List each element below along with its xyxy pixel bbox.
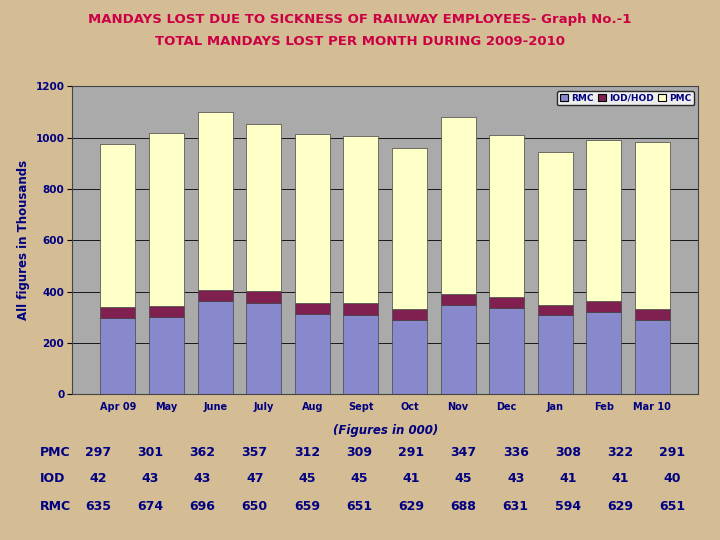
Text: 301: 301: [138, 446, 163, 458]
Text: 347: 347: [451, 446, 477, 458]
Text: 322: 322: [607, 446, 633, 458]
Text: 635: 635: [85, 500, 111, 512]
Bar: [294, 133, 330, 302]
Text: 362: 362: [189, 446, 215, 458]
Bar: [101, 307, 135, 318]
Y-axis label: All figures in Thousands: All figures in Thousands: [17, 160, 30, 320]
Text: 674: 674: [138, 500, 163, 512]
Bar: [246, 124, 282, 291]
Text: 659: 659: [294, 500, 320, 512]
Text: 45: 45: [298, 472, 315, 485]
Text: 45: 45: [351, 472, 368, 485]
Text: 41: 41: [611, 472, 629, 485]
Bar: [392, 309, 427, 320]
Text: 291: 291: [660, 446, 685, 458]
Bar: [149, 306, 184, 317]
Bar: [246, 302, 282, 394]
Text: 357: 357: [242, 446, 268, 458]
Bar: [635, 143, 670, 309]
Bar: [343, 303, 379, 315]
Bar: [343, 315, 379, 394]
Bar: [198, 112, 233, 291]
Text: 43: 43: [194, 472, 211, 485]
Text: 594: 594: [555, 500, 581, 512]
Text: 291: 291: [398, 446, 424, 458]
Bar: [538, 152, 572, 305]
Text: RMC: RMC: [40, 500, 71, 512]
Bar: [101, 318, 135, 394]
Text: 40: 40: [664, 472, 681, 485]
Bar: [392, 148, 427, 309]
Bar: [343, 137, 379, 303]
Bar: [441, 117, 476, 294]
Text: 309: 309: [346, 446, 372, 458]
Bar: [635, 320, 670, 394]
Bar: [149, 133, 184, 306]
Bar: [586, 301, 621, 312]
Bar: [392, 320, 427, 394]
Text: 696: 696: [189, 500, 215, 512]
Text: 688: 688: [451, 500, 477, 512]
Text: (Figures in 000): (Figures in 000): [333, 424, 438, 437]
Bar: [198, 291, 233, 301]
Text: 308: 308: [555, 446, 581, 458]
Bar: [294, 302, 330, 314]
Text: 631: 631: [503, 500, 528, 512]
Bar: [538, 315, 572, 394]
Bar: [538, 305, 572, 315]
Text: 41: 41: [559, 472, 577, 485]
Text: TOTAL MANDAYS LOST PER MONTH DURING 2009-2010: TOTAL MANDAYS LOST PER MONTH DURING 2009…: [155, 35, 565, 48]
Text: 651: 651: [660, 500, 685, 512]
Bar: [101, 144, 135, 307]
Bar: [489, 297, 524, 308]
Bar: [294, 314, 330, 394]
Bar: [489, 308, 524, 394]
Text: 312: 312: [294, 446, 320, 458]
Bar: [198, 301, 233, 394]
Bar: [441, 294, 476, 305]
Bar: [246, 291, 282, 302]
Text: 629: 629: [607, 500, 633, 512]
Bar: [149, 317, 184, 394]
Text: 41: 41: [402, 472, 420, 485]
Legend: RMC, IOD/HOD, PMC: RMC, IOD/HOD, PMC: [557, 91, 694, 105]
Bar: [586, 312, 621, 394]
Text: 47: 47: [246, 472, 264, 485]
Text: 297: 297: [85, 446, 111, 458]
Bar: [586, 140, 621, 301]
Text: MANDAYS LOST DUE TO SICKNESS OF RAILWAY EMPLOYEES- Graph No.-1: MANDAYS LOST DUE TO SICKNESS OF RAILWAY …: [89, 14, 631, 26]
Text: 651: 651: [346, 500, 372, 512]
Bar: [441, 305, 476, 394]
Bar: [635, 309, 670, 320]
Text: IOD: IOD: [40, 472, 65, 485]
Text: 336: 336: [503, 446, 528, 458]
Text: 45: 45: [455, 472, 472, 485]
Bar: [489, 135, 524, 297]
Text: 650: 650: [242, 500, 268, 512]
Text: 43: 43: [142, 472, 159, 485]
Text: 629: 629: [398, 500, 424, 512]
Text: 42: 42: [89, 472, 107, 485]
Text: PMC: PMC: [40, 446, 71, 458]
Text: 43: 43: [507, 472, 524, 485]
